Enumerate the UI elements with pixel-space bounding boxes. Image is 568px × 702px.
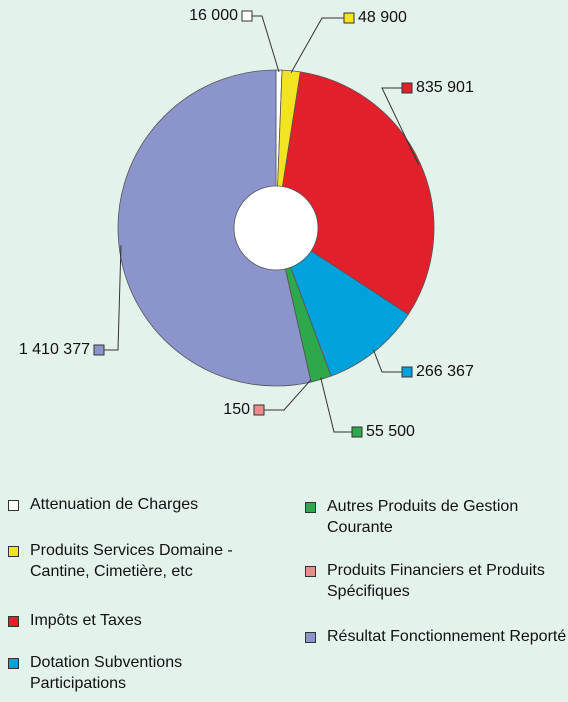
label-swatch	[351, 426, 363, 438]
data-label: 150	[223, 401, 250, 418]
slice	[117, 69, 312, 387]
legend-swatch	[8, 500, 19, 511]
legend-label: Produits Services Domaine - Cantine, Cim…	[30, 542, 233, 580]
legend-swatch	[305, 502, 316, 513]
legend-swatch	[8, 658, 19, 669]
data-label: 266 367	[416, 363, 474, 380]
leader-line	[104, 245, 122, 351]
label-swatch	[241, 10, 253, 22]
data-label: 1 410 377	[19, 341, 90, 358]
legend-swatch	[305, 632, 316, 643]
label-swatch	[253, 404, 265, 416]
leader-line	[252, 15, 280, 73]
label-swatch	[93, 344, 105, 356]
leader-line	[372, 349, 402, 373]
leader-line	[381, 87, 419, 165]
label-swatch	[401, 366, 413, 378]
leader-line	[290, 17, 344, 73]
data-label: 48 900	[358, 9, 407, 26]
label-swatch	[343, 12, 355, 24]
legend-label: Dotation Subventions Participations	[30, 654, 183, 692]
legend-swatch	[8, 616, 19, 627]
slice	[275, 227, 409, 377]
legend-swatch	[8, 546, 19, 557]
label-swatch	[401, 82, 413, 94]
legend-label: Attenuation de Charges	[30, 496, 199, 513]
donut-hole	[233, 185, 319, 271]
leader-line	[320, 377, 352, 433]
data-label: 16 000	[189, 7, 238, 24]
data-label: 835 901	[416, 79, 474, 96]
legend-label: Résultat Fonctionnement Reporté	[327, 628, 567, 645]
legend-label: Produits Financiers et Produits Spécifiq…	[327, 562, 545, 600]
legend-label: Autres Produits de Gestion Courante	[327, 498, 519, 536]
legend-swatch	[305, 566, 316, 577]
legend-label: Impôts et Taxes	[30, 612, 142, 629]
leader-line	[264, 379, 312, 411]
data-label: 55 500	[366, 423, 415, 440]
